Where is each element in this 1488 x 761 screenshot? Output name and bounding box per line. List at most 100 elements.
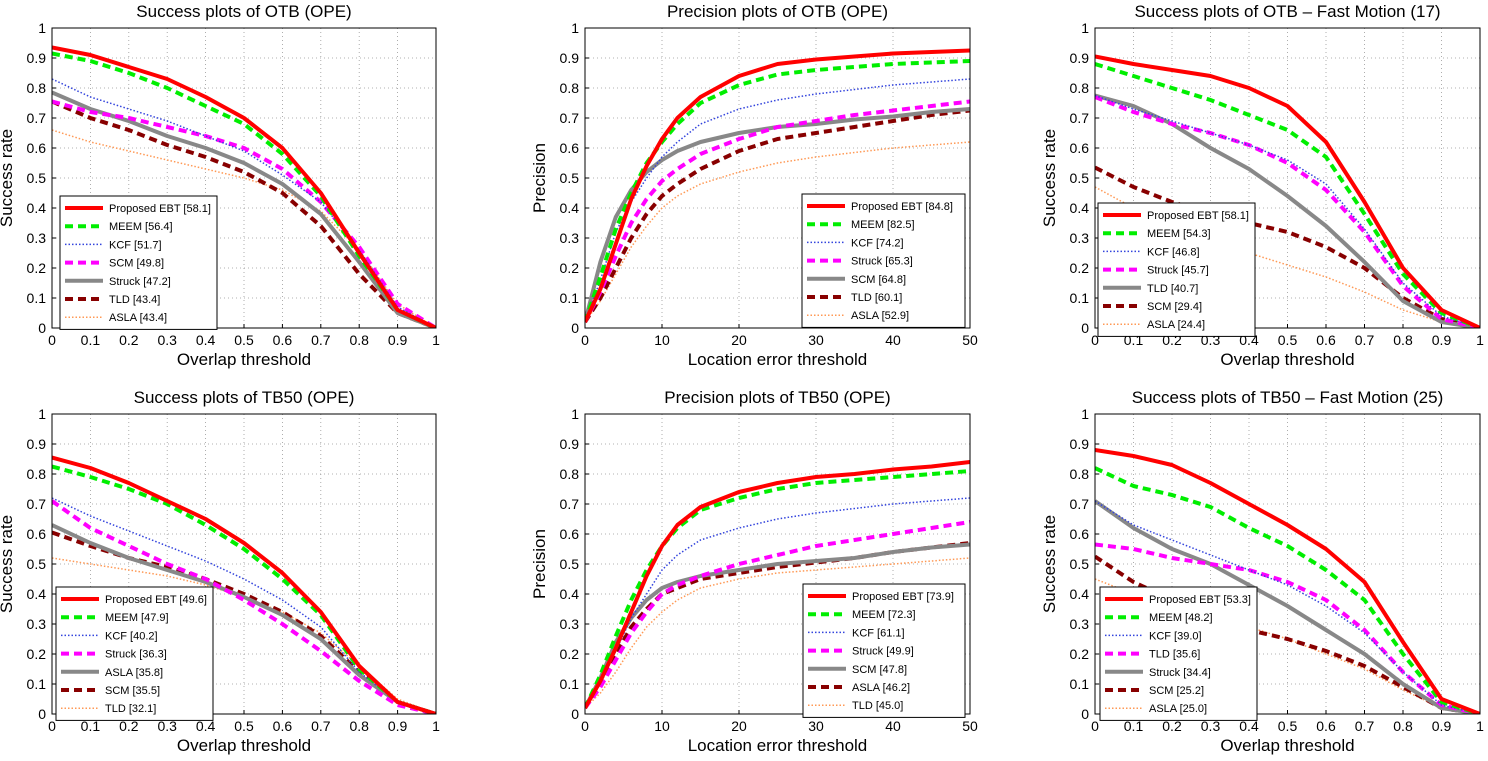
legend-label: SCM [49.8] [109,258,164,270]
legend-label: Struck [36.3] [105,649,167,661]
y-axis-label: Success rate [0,129,16,227]
legend-label: KCF [61.1] [852,627,905,639]
series-group [1095,54,1480,328]
legend-label: TLD [60.1] [851,292,902,304]
x-tick-label: 0.2 [119,332,139,348]
chart-panel-2: 0 10 20 30 40 50 0 0.1 0.2 0.3 0.4 0.5 0.6 0.7 0.8 0.9 1… [530,2,978,369]
y-tick-label: 0.8 [27,80,47,96]
chart-panel-1: 0 0.1 0.2 0.3 0.4 0.5 0.6 0.7 0.8 0.9 1 0 0.1 0.2 0.3 0… [0,2,440,369]
y-tick-label: 1 [38,20,46,36]
series-line-asla [52,129,436,328]
chart-title: Success plots of TB50 – Fast Motion (25) [1132,388,1444,407]
series-line-tld [1095,165,1480,328]
series-line-ebt [585,48,970,323]
y-tick-label: 0.5 [27,170,47,186]
series-line-tld [585,541,970,710]
y-axis-label: Precision [530,529,549,599]
y-tick-label: 0.3 [27,616,47,632]
y-tick-label: 0.1 [560,290,580,306]
series-line-ebt [52,45,436,328]
y-tick-label: 0.3 [27,230,47,246]
x-tick-label: 1 [1476,718,1484,734]
x-tick-label: 0.6 [273,332,293,348]
y-tick-label: 1 [38,406,46,422]
series-line-meem [1095,62,1480,328]
y-tick-label: 0.3 [1070,616,1090,632]
y-tick-label: 0.2 [1070,260,1090,276]
y-tick-label: 0.9 [27,50,47,66]
x-tick-label: 0.4 [196,332,216,348]
chart-title: Success plots of TB50 (OPE) [134,388,355,407]
axes-frame [51,413,437,715]
y-tick-label: 0.5 [1070,170,1090,186]
legend-label: ASLA [52.9] [851,310,909,322]
y-tick-label: 0.6 [27,140,47,156]
x-tick-label: 0.5 [234,332,254,348]
y-tick-label: 0.9 [560,436,580,452]
axes-frame [584,413,971,715]
series-line-scm [1095,95,1480,328]
legend-label: KCF [51.7] [109,239,162,251]
series-line-meem [585,59,970,323]
x-tick-label: 0.6 [1316,718,1336,734]
series-line-asla [585,141,970,323]
legend-label: ASLA [35.8] [105,667,163,679]
x-tick-label: 30 [808,718,824,734]
legend-box [802,583,966,718]
chart-panel-6: 0 0.1 0.2 0.3 0.4 0.5 0.6 0.7 0.8 0.9 1 0 0.1 0.2 0.3 0… [1040,388,1484,755]
x-tick-label: 0.7 [1355,332,1375,348]
legend-label: KCF [40.2] [105,630,158,642]
y-tick-label: 0.1 [27,290,47,306]
legend-label: Struck [45.7] [1147,265,1209,277]
x-tick-label: 10 [654,332,670,348]
x-tick-label: 40 [885,718,901,734]
y-tick-label: 0.2 [27,646,47,662]
x-axis-label: Overlap threshold [1220,736,1354,755]
series-line-meem [585,469,970,709]
y-tick-label: 0.3 [560,616,580,632]
y-tick-label: 0.7 [27,496,47,512]
y-tick-label: 0.4 [1070,200,1090,216]
axes-frame [584,27,971,329]
series-line-struck [52,523,436,714]
x-tick-label: 0.9 [1432,332,1452,348]
x-tick-label: 0.2 [1162,718,1182,734]
y-tick-label: 0 [38,706,46,722]
series-line-scm [1095,542,1480,714]
x-tick-label: 50 [962,332,978,348]
x-tick-label: 30 [808,332,824,348]
series-line-scm [585,520,970,710]
chart-panel-5: 0 10 20 30 40 50 0 0.1 0.2 0.3 0.4 0.5 0.6 0.7 0.8 0.9 1… [530,388,978,755]
x-tick-label: 1 [432,332,440,348]
legend-label: KCF [74.2] [851,237,904,249]
x-tick-label: 1 [432,718,440,734]
y-tick-label: 0.5 [1070,556,1090,572]
legend-label: Proposed EBT [58.1] [109,203,211,215]
series-line-kcf [1095,94,1480,328]
legend-label: KCF [39.0] [1149,630,1202,642]
x-tick-label: 0.7 [1355,718,1375,734]
y-tick-label: 1 [571,406,579,422]
y-tick-label: 0.5 [560,556,580,572]
legend-label: TLD [45.0] [852,700,903,712]
legend-label: SCM [35.5] [105,685,160,697]
series-line-ebt [585,460,970,709]
legend-box [55,586,214,721]
y-tick-label: 0.1 [1070,290,1090,306]
legend-label: Struck [47.2] [109,276,171,288]
x-tick-label: 0.6 [1316,332,1336,348]
y-tick-label: 1 [1081,406,1089,422]
y-tick-label: 0.3 [560,230,580,246]
x-tick-label: 0.6 [273,718,293,734]
series-line-asla [585,557,970,709]
y-tick-label: 0.3 [1070,230,1090,246]
x-tick-label: 1 [1476,332,1484,348]
legend-label: Proposed EBT [84.8] [851,201,953,213]
axes-frame [51,27,437,329]
series-group [585,48,970,324]
y-tick-label: 0.8 [1070,80,1090,96]
x-tick-label: 0.4 [196,718,216,734]
legend-label: MEEM [54.3] [1147,228,1211,240]
legend: Proposed EBT [58.1] MEEM [56.4] KCF [51.7]… [59,195,218,330]
y-tick-label: 0.8 [27,466,47,482]
